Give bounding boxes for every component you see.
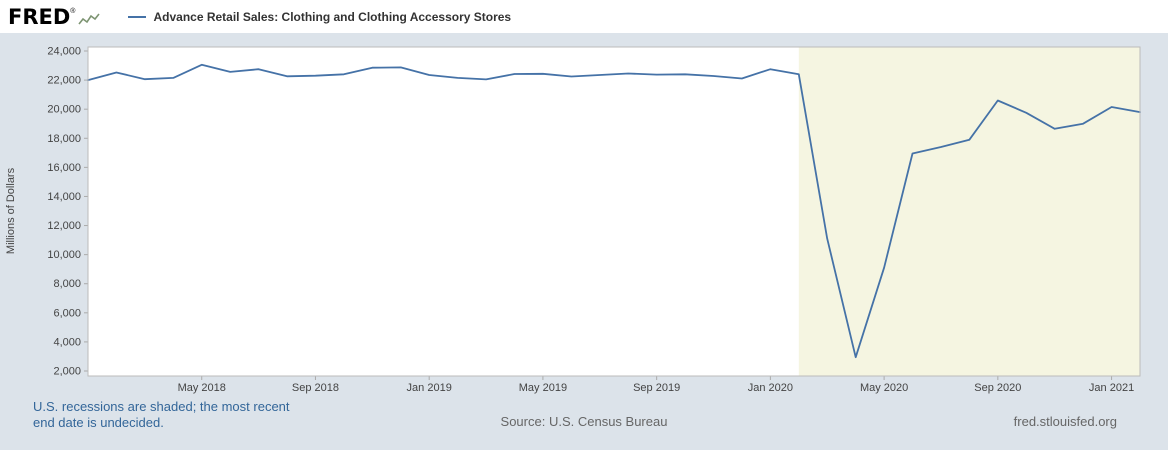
- y-tick-label: 2,000: [53, 366, 81, 378]
- fred-logo[interactable]: FRED ®: [8, 4, 101, 29]
- x-tick-label: Sep 2019: [633, 382, 680, 394]
- x-tick-label: Sep 2020: [974, 382, 1021, 394]
- x-tick-label: Sep 2018: [292, 382, 339, 394]
- series-title: Advance Retail Sales: Clothing and Cloth…: [153, 9, 512, 24]
- recession-note-line1: U.S. recessions are shaded; the most rec…: [33, 399, 290, 414]
- series-color-swatch: [128, 15, 147, 18]
- y-tick-label: 8,000: [53, 278, 81, 290]
- y-tick-label: 24,000: [47, 46, 81, 58]
- y-tick-label: 20,000: [47, 104, 81, 116]
- y-tick-label: 14,000: [47, 191, 81, 203]
- y-tick-label: 18,000: [47, 133, 81, 145]
- y-tick-label: 10,000: [47, 249, 81, 261]
- x-tick-label: May 2018: [178, 382, 226, 394]
- fred-logo-text: FRED: [8, 4, 71, 29]
- y-axis-title: Millions of Dollars: [5, 167, 17, 254]
- fred-logo-sparkline-icon: [78, 13, 101, 24]
- series-line: [87, 63, 1141, 359]
- x-tick-label: Jan 2021: [1089, 382, 1134, 394]
- y-tick-label: 12,000: [47, 220, 81, 232]
- chart-canvas: 2,000 4,000 6,000 8,000 10,000 12,000 14,000 16…: [5, 46, 1141, 394]
- recession-band: [798, 47, 1140, 376]
- x-tick-label: May 2020: [860, 382, 908, 394]
- source-label: Source: U.S. Census Bureau: [500, 414, 668, 429]
- x-tick-label: Jan 2020: [748, 382, 793, 394]
- y-tick-label: 6,000: [53, 307, 81, 319]
- y-tick-label: 16,000: [47, 162, 81, 174]
- site-link[interactable]: fred.stlouisfed.org: [1013, 414, 1117, 429]
- x-tick-label: May 2019: [519, 382, 567, 394]
- x-tick-label: Jan 2019: [407, 382, 452, 394]
- recession-note: U.S. recessions are shaded; the most rec…: [33, 399, 290, 431]
- recession-note-line2: end date is undecided.: [33, 415, 164, 430]
- y-tick-label: 22,000: [47, 75, 81, 87]
- y-tick-label: 4,000: [53, 336, 81, 348]
- registered-trademark-mark: ®: [70, 7, 76, 15]
- chart-header: FRED ® Advance Retail Sales: Clothing an…: [0, 0, 1168, 33]
- plot-frame: [87, 46, 1141, 377]
- chart-legend: Advance Retail Sales: Clothing and Cloth…: [128, 10, 511, 24]
